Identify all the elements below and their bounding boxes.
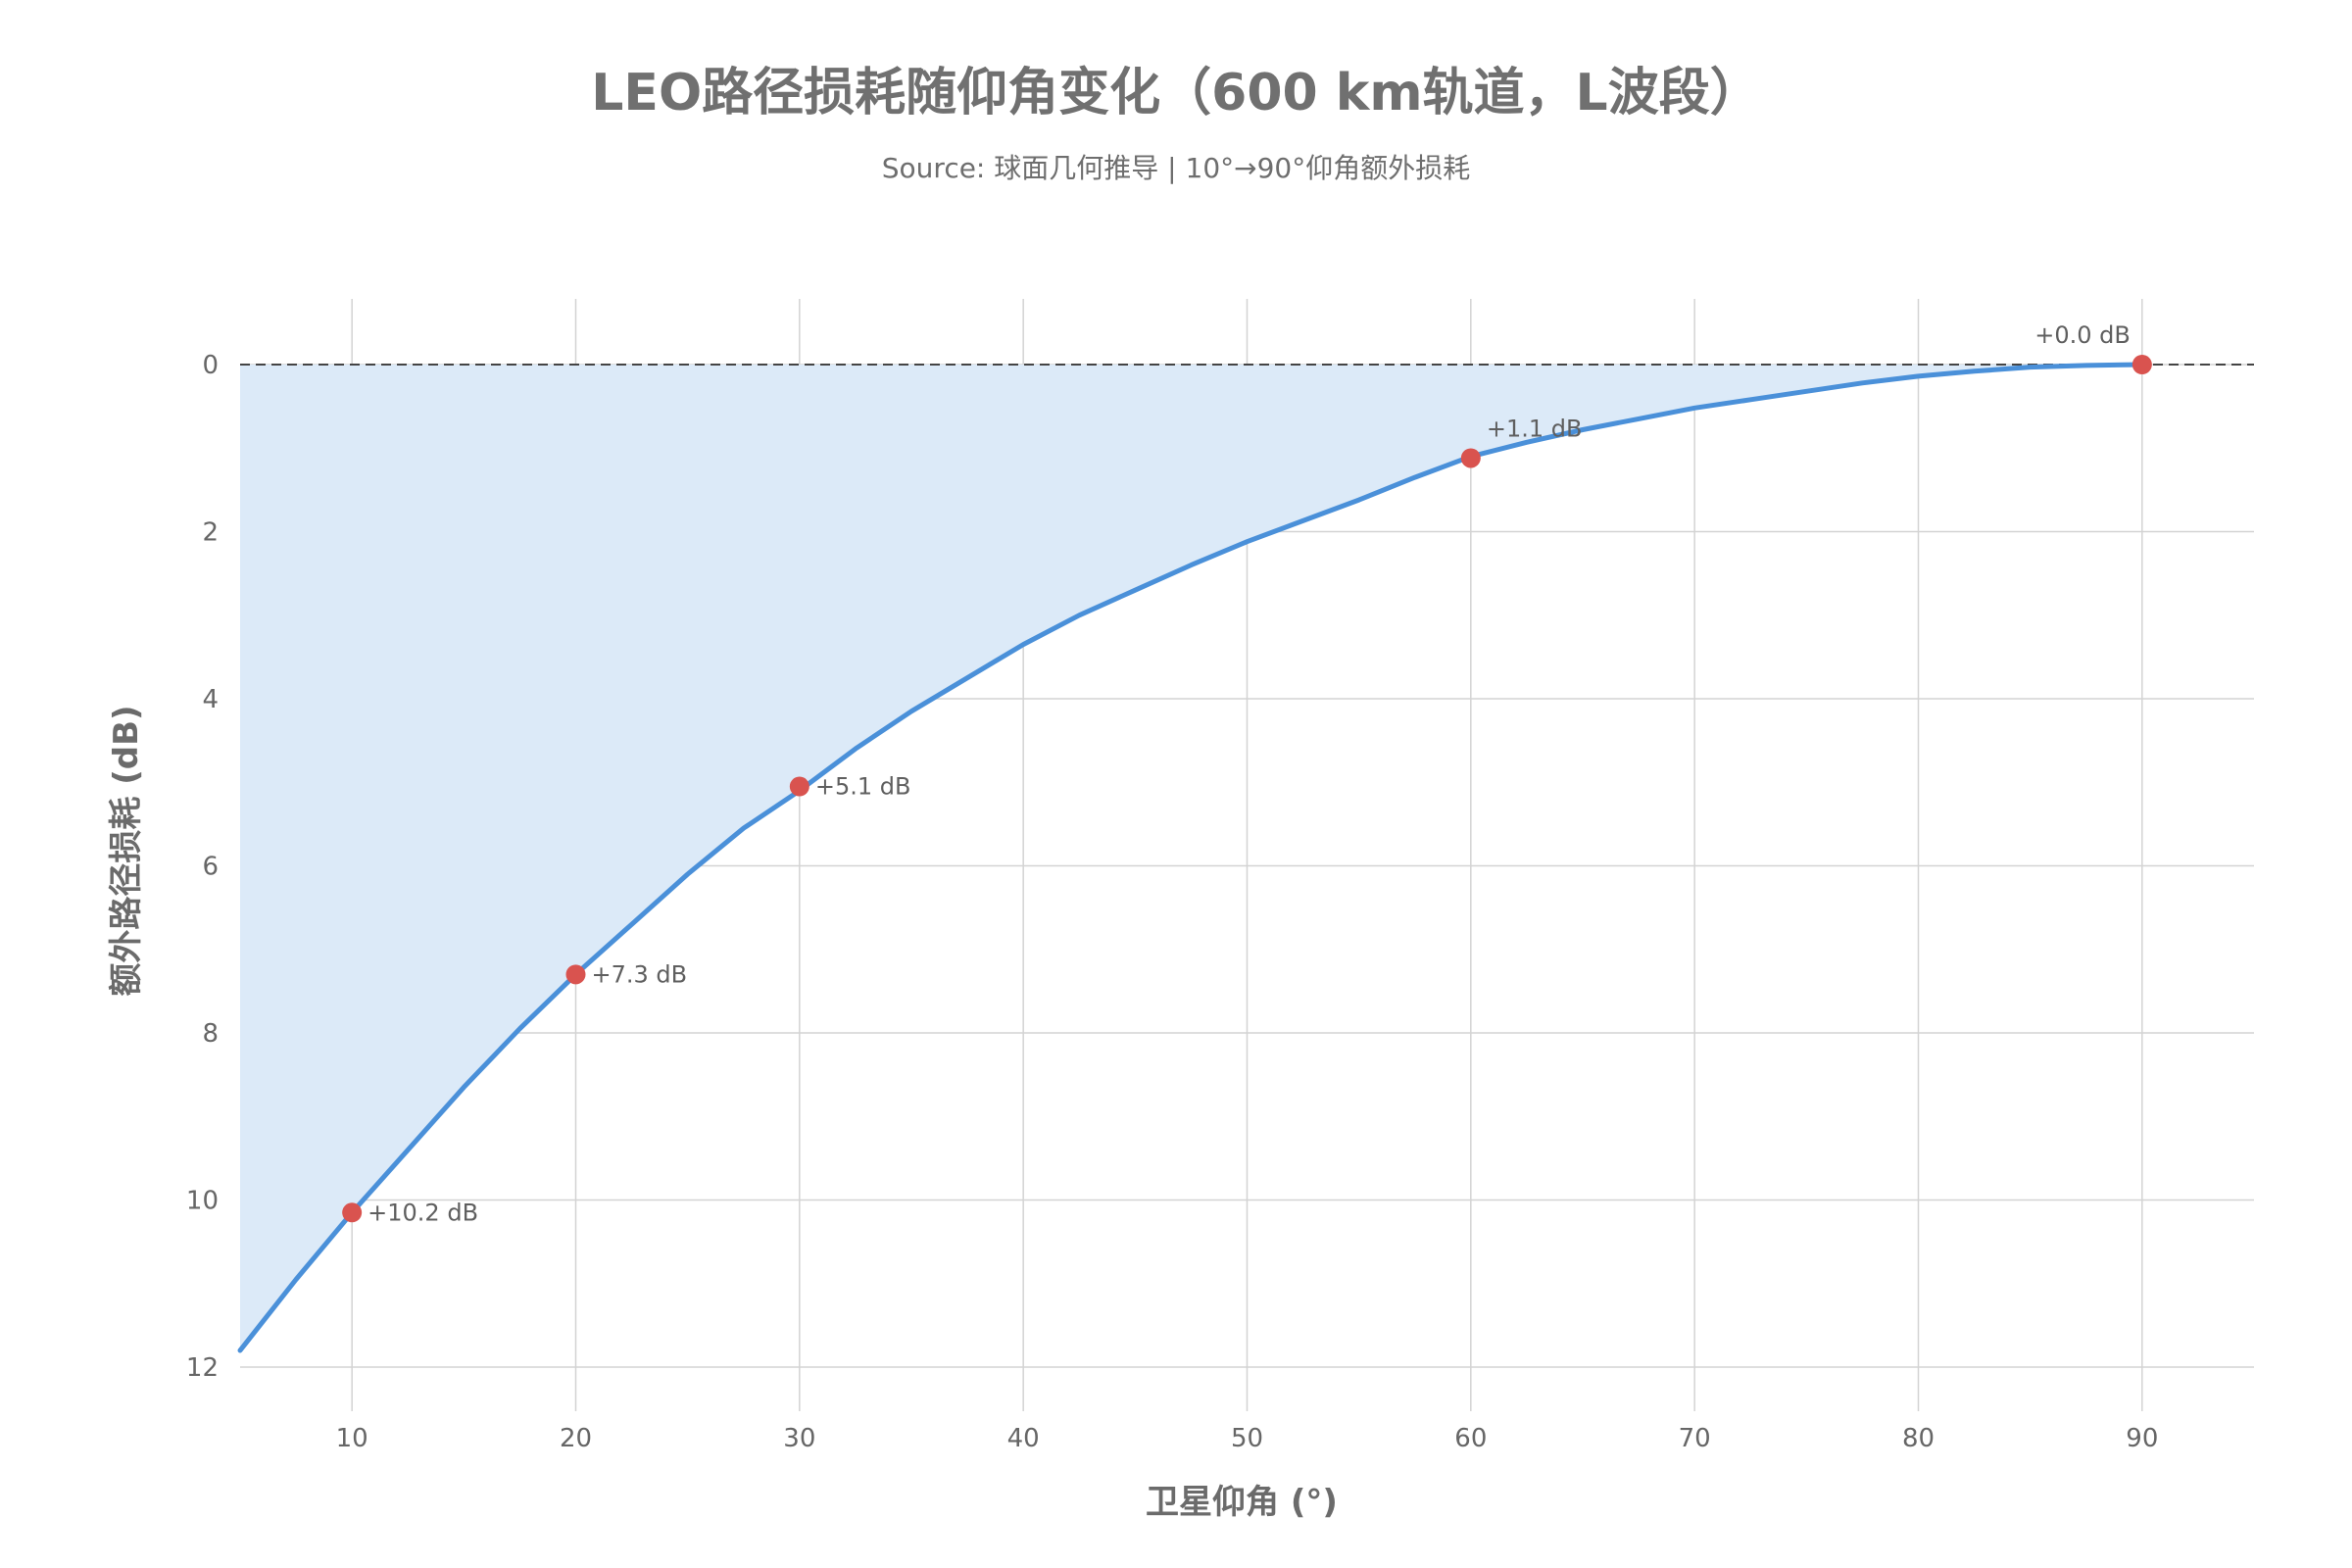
highlight-point [342, 1202, 363, 1223]
chart-title: LEO路径损耗随仰角变化（600 km轨道，L波段） [591, 64, 1761, 122]
area-layer [240, 365, 2142, 1350]
chart-subtitle: Source: 球面几何推导 | 10°→90°仰角额外损耗 [881, 152, 1471, 184]
series-line [237, 362, 2145, 1353]
line-layer [237, 362, 2145, 1353]
x-tick-label: 60 [1454, 1424, 1487, 1453]
y-tick-label: 6 [202, 853, 219, 882]
x-tick-label: 30 [783, 1424, 815, 1453]
y-axis-title: 额外路径损耗 (dB) [107, 705, 146, 996]
x-tick-label: 80 [1902, 1424, 1935, 1453]
series-area-fill [240, 365, 2142, 1350]
y-tick-label: 12 [186, 1353, 219, 1383]
highlight-point [1460, 448, 1481, 468]
highlight-point [565, 964, 586, 985]
x-tick-label: 10 [336, 1424, 368, 1453]
points-layer: +10.2 dB +7.3 dB +5.1 dB +1.1 dB +0.0 dB [342, 321, 2152, 1226]
point-label: +1.1 dB [1487, 415, 1583, 442]
y-tick-label: 10 [186, 1187, 219, 1216]
y-axis-ticks: 0 2 4 6 8 10 12 [186, 351, 219, 1383]
x-tick-label: 90 [2126, 1424, 2158, 1453]
x-tick-label: 20 [560, 1424, 592, 1453]
y-tick-label: 2 [202, 518, 219, 548]
highlight-point [789, 776, 809, 797]
y-tick-label: 8 [202, 1019, 219, 1049]
y-tick-label: 4 [202, 685, 219, 714]
point-label: +7.3 dB [592, 960, 688, 988]
x-tick-label: 40 [1007, 1424, 1040, 1453]
point-label: +5.1 dB [815, 773, 911, 801]
x-axis-title: 卫星仰角 (°) [1146, 1483, 1338, 1522]
point-label: +0.0 dB [2034, 321, 2131, 349]
y-tick-label: 0 [202, 351, 219, 380]
x-axis-ticks: 10 20 30 40 50 60 70 80 90 [336, 1424, 2159, 1453]
point-label: +10.2 dB [368, 1199, 478, 1226]
x-tick-label: 70 [1679, 1424, 1711, 1453]
highlight-point [2132, 355, 2152, 374]
x-tick-label: 50 [1231, 1424, 1263, 1453]
